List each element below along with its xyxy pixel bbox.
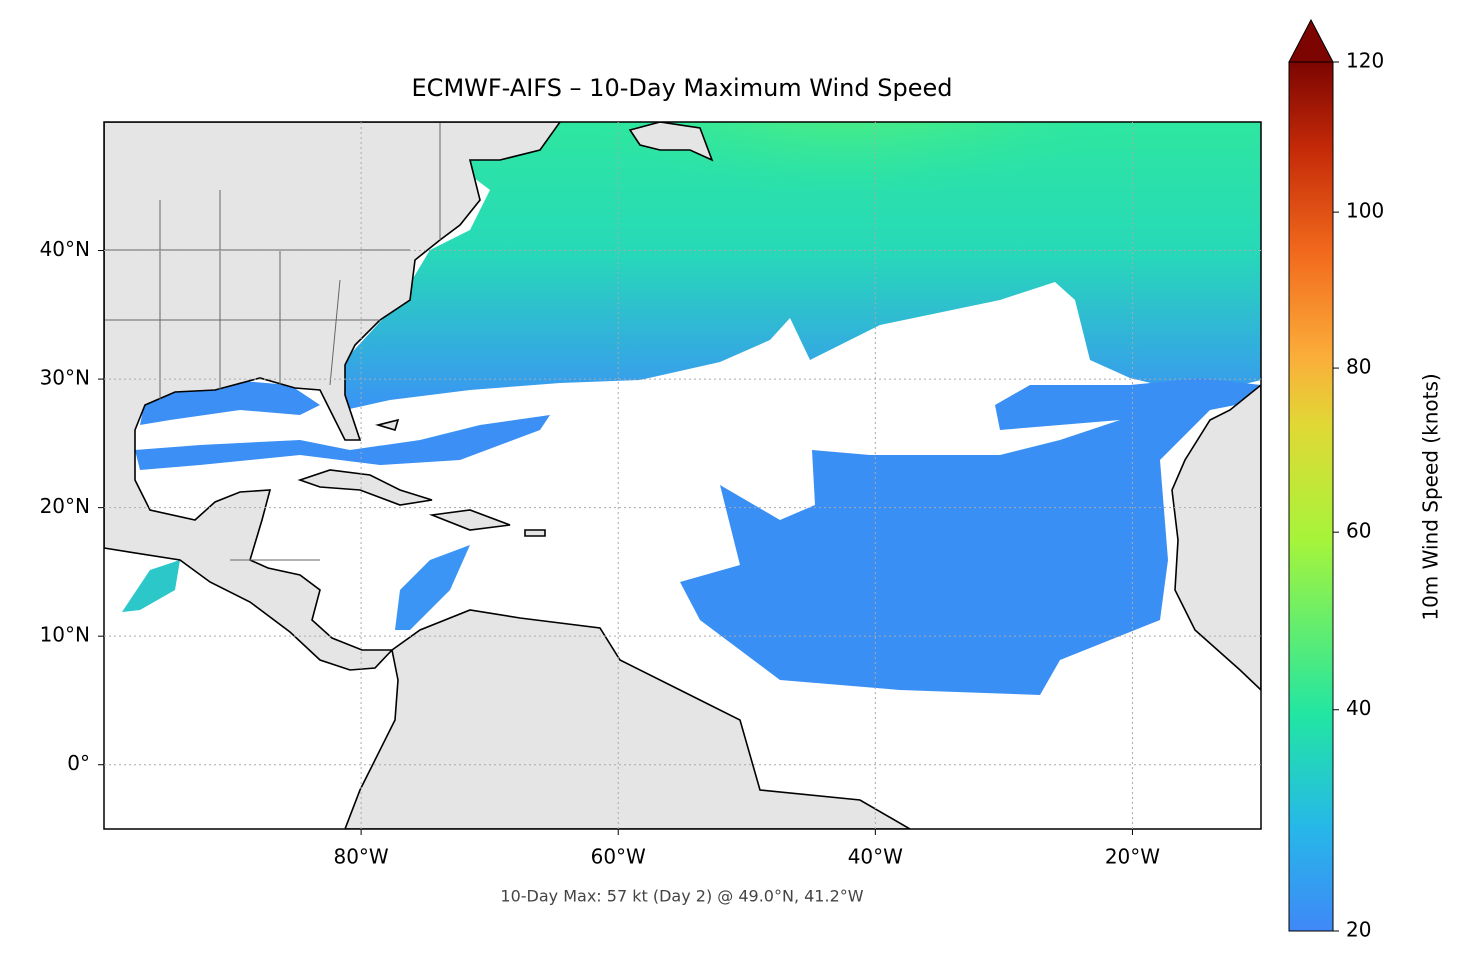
wind-field-peak — [590, 122, 1110, 270]
land-newfoundland — [628, 122, 714, 162]
x-tick-label: 20°W — [1105, 845, 1160, 869]
x-tick-label: 60°W — [591, 845, 646, 869]
y-tick-label: 40°N — [40, 237, 90, 261]
plot-frame — [103, 121, 1262, 830]
colorbar — [1288, 61, 1334, 932]
state-borders — [104, 122, 441, 561]
colorbar-tick-label: 120 — [1346, 49, 1384, 73]
wind-field-caribbean — [395, 545, 470, 630]
colorbar-tick-label: 40 — [1346, 696, 1371, 720]
colorbar-tick-label: 20 — [1346, 918, 1371, 942]
colorbar-extend — [1288, 18, 1334, 63]
land-cuba — [297, 469, 433, 506]
colorbar-label: 10m Wind Speed (knots) — [1419, 373, 1443, 620]
chart-title: ECMWF-AIFS – 10-Day Maximum Wind Speed — [412, 74, 953, 102]
colorbar-tick-label: 60 — [1346, 519, 1371, 543]
land-north-america — [104, 122, 561, 671]
wind-field-gulf — [135, 380, 550, 470]
y-tick-label: 20°N — [40, 494, 90, 518]
y-tick-label: 10°N — [40, 623, 90, 647]
wind-field-east — [680, 378, 1261, 695]
x-tick-label: 40°W — [848, 845, 903, 869]
colorbar-tick-label: 80 — [1346, 355, 1371, 379]
y-tick-label: 30°N — [40, 366, 90, 390]
x-tick-label: 80°W — [333, 845, 388, 869]
annotation: 10-Day Max: 57 kt (Day 2) @ 49.0°N, 41.2… — [500, 887, 863, 906]
wind-field-pacific — [122, 560, 180, 612]
land-south-america — [344, 609, 912, 829]
land-africa — [1171, 383, 1261, 692]
y-tick-label: 0° — [67, 751, 90, 775]
land-hispaniola — [374, 418, 546, 537]
map-area — [104, 122, 1261, 829]
colorbar-tick-label: 100 — [1346, 199, 1384, 223]
